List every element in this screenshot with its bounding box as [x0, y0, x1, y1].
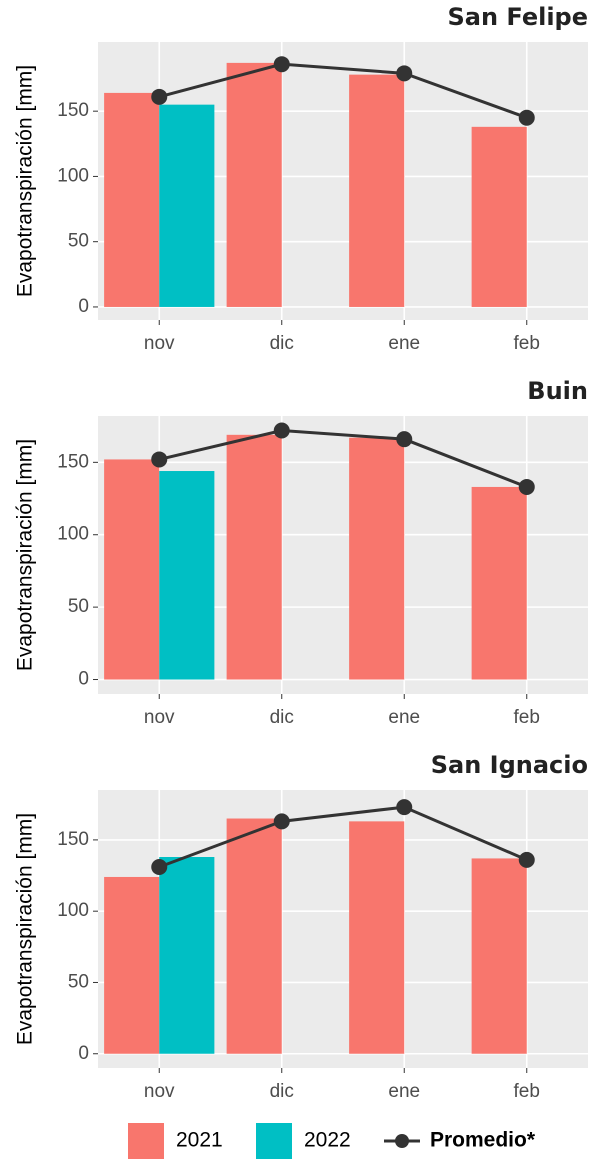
line [158, 805, 528, 869]
x-tick-label: feb [514, 707, 540, 728]
x-tick-label: ene [388, 1081, 420, 1102]
point [273, 422, 290, 439]
y-tick-label: 0 [78, 1043, 89, 1064]
line [158, 62, 528, 120]
point [518, 851, 535, 868]
y-tick-label: 50 [68, 596, 89, 617]
y-tick-label: 150 [57, 100, 89, 121]
x-tick-label: dic [270, 1081, 294, 1102]
bar [349, 437, 405, 680]
point [273, 56, 290, 73]
x-tick-label: nov [144, 1081, 175, 1102]
chart-title: Buin [527, 377, 588, 405]
bar [471, 486, 527, 680]
bar [226, 62, 282, 307]
bar [349, 821, 405, 1054]
bar [471, 858, 527, 1054]
bar [226, 818, 282, 1054]
point [396, 799, 413, 816]
x-tick-label: dic [270, 333, 294, 354]
x-tick-label: nov [144, 707, 175, 728]
bar [226, 434, 282, 680]
bar [104, 876, 160, 1054]
y-tick-label: 0 [78, 669, 89, 690]
bar [349, 74, 405, 307]
y-tick-label: 100 [57, 524, 89, 545]
point [518, 109, 535, 126]
x-tick-label: nov [144, 333, 175, 354]
bar [104, 92, 160, 307]
bar [159, 857, 215, 1054]
x-tick-label: dic [270, 707, 294, 728]
legend-key [128, 1123, 164, 1159]
bar [471, 126, 527, 307]
point [396, 431, 413, 448]
legend-label: Promedio* [430, 1129, 536, 1152]
y-tick-label: 50 [68, 971, 89, 992]
bar [104, 459, 160, 680]
chart-title: San Ignacio [431, 751, 588, 779]
chart-title: San Felipe [447, 3, 588, 31]
bar [159, 471, 215, 680]
legend-label: 2022 [304, 1129, 351, 1152]
legend-key [256, 1123, 292, 1159]
bar [159, 104, 215, 307]
legend-key [395, 1134, 409, 1148]
y-tick-label: 0 [78, 296, 89, 317]
y-tick-label: 100 [57, 900, 89, 921]
line [158, 428, 528, 489]
point [151, 88, 168, 105]
x-tick-label: ene [388, 333, 420, 354]
point [273, 813, 290, 830]
x-tick-label: feb [514, 1081, 540, 1102]
point [151, 451, 168, 468]
y-tick-label: 150 [57, 451, 89, 472]
point [518, 478, 535, 495]
y-tick-label: 50 [68, 231, 89, 252]
legend-label: 2021 [176, 1129, 223, 1152]
y-axis-title: Evapotranspiración [mm] [14, 439, 37, 671]
y-axis-title: Evapotranspiración [mm] [14, 813, 37, 1045]
x-tick-label: feb [514, 333, 540, 354]
y-axis-title: Evapotranspiración [mm] [14, 65, 37, 297]
point [151, 858, 168, 875]
x-tick-label: ene [388, 707, 420, 728]
y-tick-label: 100 [57, 165, 89, 186]
point [396, 65, 413, 82]
y-tick-label: 150 [57, 829, 89, 850]
